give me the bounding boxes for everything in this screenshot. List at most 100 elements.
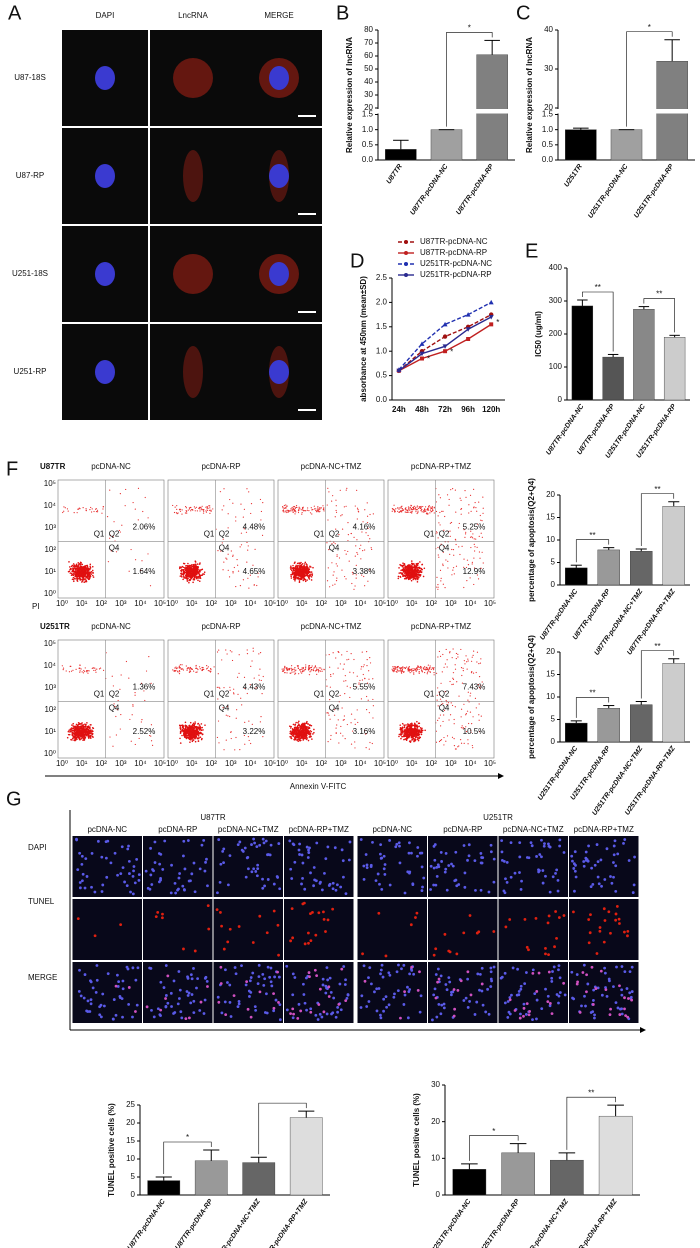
quadrant-label: Q1 xyxy=(204,529,215,538)
dot xyxy=(470,546,472,549)
dot xyxy=(410,722,413,725)
legend-label: U87TR-pcDNA-RP xyxy=(420,248,487,257)
axis-break xyxy=(379,109,516,114)
dot xyxy=(332,495,334,497)
y-tick-label: 1.0 xyxy=(542,125,554,134)
dot xyxy=(284,672,286,674)
dot xyxy=(336,724,338,726)
dot xyxy=(411,736,413,739)
dot xyxy=(186,577,189,580)
dot xyxy=(262,736,264,738)
dot xyxy=(411,512,413,514)
dot xyxy=(222,569,224,571)
dot xyxy=(418,737,421,740)
dot xyxy=(297,667,299,669)
dot xyxy=(80,725,83,728)
dot xyxy=(196,566,199,569)
dot xyxy=(304,578,306,581)
y-tick-label: 0.0 xyxy=(376,395,388,404)
dot xyxy=(308,574,311,576)
dot xyxy=(193,670,195,672)
nucleus-stain xyxy=(95,66,115,90)
dot xyxy=(230,731,232,733)
dot xyxy=(409,740,412,742)
dot xyxy=(193,578,196,581)
dot xyxy=(192,509,194,511)
dot xyxy=(192,732,195,735)
dot xyxy=(194,726,196,729)
dot xyxy=(200,729,203,732)
bar xyxy=(597,549,621,586)
y-tick-label: 2.5 xyxy=(376,273,388,282)
dot xyxy=(120,713,122,716)
dot xyxy=(391,510,393,512)
x-tick-label: 10⁰ xyxy=(276,759,288,768)
dot xyxy=(413,564,416,566)
dot xyxy=(194,568,196,570)
x-tick-label: 10⁴ xyxy=(244,759,257,768)
dot xyxy=(67,510,69,512)
dot xyxy=(262,675,264,678)
bar xyxy=(385,149,417,161)
dot xyxy=(76,512,78,514)
x-tick-label: U251TR-pcDNA-RP+TMZ xyxy=(566,1198,619,1248)
dot xyxy=(290,733,293,735)
dot xyxy=(184,567,187,570)
dot xyxy=(199,668,201,670)
dot xyxy=(299,575,302,578)
dot xyxy=(317,668,319,671)
dot xyxy=(428,506,430,508)
dot xyxy=(68,566,71,568)
dot xyxy=(85,571,87,574)
dot xyxy=(360,558,362,560)
dot xyxy=(327,741,329,743)
dot xyxy=(207,507,209,509)
dot xyxy=(336,554,338,556)
dot xyxy=(144,699,146,702)
dot xyxy=(63,510,65,512)
dot xyxy=(216,686,218,688)
dot xyxy=(314,666,316,668)
point xyxy=(442,344,448,349)
dot xyxy=(217,720,220,722)
dot xyxy=(186,512,188,514)
dot xyxy=(408,507,410,509)
y-tick-label: 10 xyxy=(546,535,555,544)
dot xyxy=(68,671,71,673)
dot xyxy=(362,550,364,552)
point xyxy=(419,356,424,361)
dot xyxy=(217,673,219,675)
legend-label: U87TR-pcDNA-NC xyxy=(420,237,488,246)
dot xyxy=(99,667,102,669)
dot xyxy=(197,740,200,742)
dot xyxy=(183,575,185,578)
dot xyxy=(417,569,420,572)
dot xyxy=(342,735,344,737)
significance-bracket xyxy=(575,697,610,718)
dot xyxy=(366,659,368,661)
dot xyxy=(411,509,413,511)
dot xyxy=(70,572,73,575)
dot xyxy=(223,749,225,751)
dot xyxy=(237,693,239,695)
q2-percent: 4.43% xyxy=(243,682,266,691)
dot xyxy=(198,507,200,509)
dot xyxy=(407,577,409,579)
dot xyxy=(223,687,225,689)
dot xyxy=(296,572,299,574)
quadrant-label: Q4 xyxy=(439,543,450,552)
dot xyxy=(308,568,311,571)
dot xyxy=(292,564,294,567)
dot xyxy=(198,580,201,582)
dot xyxy=(78,578,81,580)
dot xyxy=(121,524,123,526)
dot xyxy=(189,724,191,727)
dot xyxy=(326,580,329,582)
dot xyxy=(189,732,192,734)
dot xyxy=(345,680,347,682)
dot xyxy=(262,502,264,504)
dot xyxy=(407,510,409,512)
dot xyxy=(258,653,260,655)
dot xyxy=(399,724,402,726)
dot xyxy=(193,571,196,573)
